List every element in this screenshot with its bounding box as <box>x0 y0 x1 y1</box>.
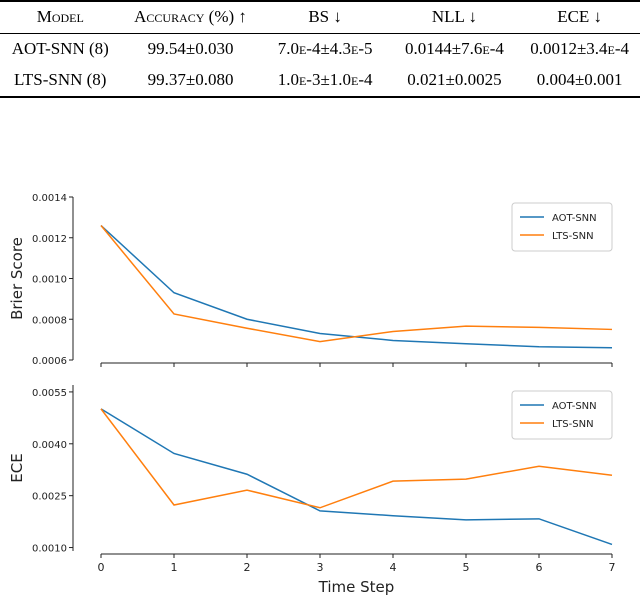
cell: 0.004±0.001 <box>519 65 640 98</box>
cell: LTS-SNN (8) <box>0 65 121 98</box>
header-cell: ECE ↓ <box>519 0 640 34</box>
y-tick-label: 0.0010 <box>32 275 67 286</box>
x-tick-label: 0 <box>98 561 105 574</box>
y-axis-label: Brier Score <box>8 237 26 320</box>
header-cell: Model <box>0 0 121 34</box>
legend-label: AOT-SNN <box>552 401 597 412</box>
cell: 0.021±0.0025 <box>389 65 520 98</box>
x-tick-label: 5 <box>463 561 470 574</box>
x-tick-label: 6 <box>536 561 543 574</box>
x-tick-label: 4 <box>390 561 397 574</box>
x-axis-label: Time Step <box>318 578 395 596</box>
legend-box <box>511 390 613 440</box>
line-series <box>100 225 613 343</box>
line-series <box>100 408 613 509</box>
y-tick-label: 0.0012 <box>32 234 67 245</box>
y-tick-label: 0.0008 <box>32 315 67 326</box>
cell: 99.54±0.030 <box>147 39 234 58</box>
legend-label: LTS-SNN <box>552 419 594 430</box>
y-axis-label: ECE <box>8 453 26 482</box>
x-tick-label: 3 <box>317 561 324 574</box>
cell: 0.0012±3.4e-4 <box>530 39 630 58</box>
y-tick-label: 0.0014 <box>32 193 67 204</box>
cell: AOT-SNN (8) <box>11 39 109 58</box>
results-table: Model Accuracy (%) ↑ BS ↓ NLL ↓ ECE ↓ AO… <box>0 0 640 98</box>
cell: 7.0e-4±4.3e-5 <box>277 39 373 58</box>
legend-box <box>511 202 613 252</box>
header-cell: BS ↓ <box>260 0 390 34</box>
x-tick-label: 1 <box>171 561 178 574</box>
y-tick-label: 0.0010 <box>32 544 67 555</box>
x-tick-label: 7 <box>609 561 616 574</box>
cell: 1.0e-3±1.0e-4 <box>260 65 390 98</box>
x-tick-label: 2 <box>244 561 251 574</box>
line-series <box>100 408 613 546</box>
y-tick-label: 0.0025 <box>32 492 67 503</box>
cell: 99.37±0.080 <box>120 65 261 98</box>
legend-label: LTS-SNN <box>552 231 594 242</box>
cell: 0.0144±7.6e-4 <box>405 39 504 58</box>
legend-label: AOT-SNN <box>552 213 597 224</box>
y-tick-label: 0.0006 <box>32 356 67 367</box>
header-cell: Accuracy (%) ↑ <box>120 0 261 34</box>
y-tick-label: 0.0055 <box>32 388 67 399</box>
header-cell: NLL ↓ <box>389 0 520 34</box>
y-tick-label: 0.0040 <box>32 440 67 451</box>
